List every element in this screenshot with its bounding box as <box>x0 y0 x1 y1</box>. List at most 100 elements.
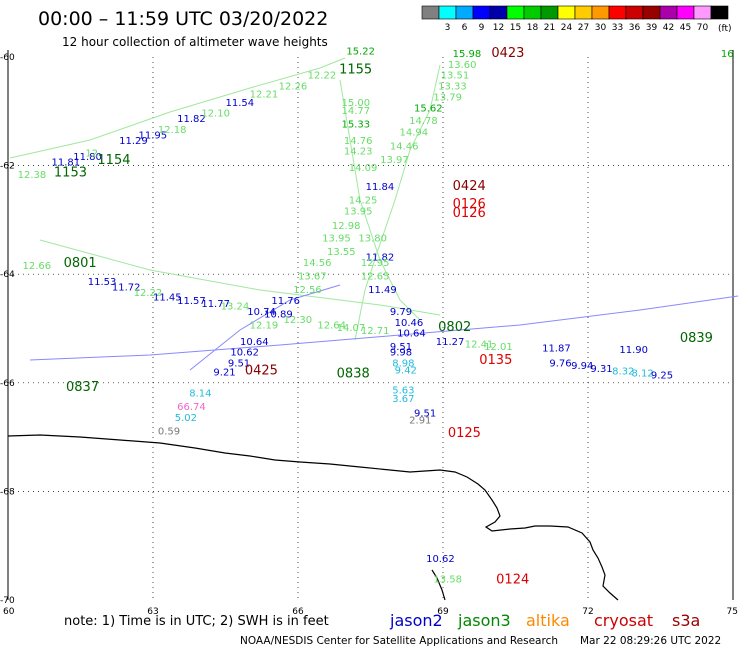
swh-value-label: 9.31 <box>590 364 612 375</box>
swh-value-label: 13.51 <box>441 71 470 82</box>
swh-value-label: 12 <box>85 148 98 159</box>
swh-value-label: 15.00 <box>342 98 371 109</box>
swh-value-label: 10.89 <box>264 310 293 321</box>
swh-value-label: 12.01 <box>484 342 513 353</box>
swh-value-label: 9.42 <box>395 366 417 377</box>
coastline <box>7 434 619 601</box>
swh-value-label: 10.46 <box>395 318 424 329</box>
swh-value-label: 11.57 <box>177 296 206 307</box>
legend-label: 27 <box>578 23 589 33</box>
swh-labels: 12.3811.8111.801211.2911.9512.1811.8212.… <box>18 46 734 585</box>
track-jason3-c <box>339 79 421 321</box>
legend-swatch <box>455 5 474 20</box>
swh-value-label: 9.21 <box>213 368 235 379</box>
pass-time-label: 1154 <box>97 153 130 168</box>
swh-value-label: 13.67 <box>298 272 327 283</box>
pass-time-label: 0424 <box>453 179 486 194</box>
swh-value-label: 9.79 <box>390 307 412 318</box>
legend-label: 3 <box>445 23 451 33</box>
pass-time-label: 1153 <box>54 165 87 180</box>
swh-value-label: 12.64 <box>317 321 346 332</box>
swh-value-label: 13.60 <box>448 60 477 71</box>
legend-swatch <box>642 5 661 20</box>
swh-value-label: 11.82 <box>177 114 206 125</box>
track-jason2-a <box>29 295 739 361</box>
legend-swatch <box>489 5 508 20</box>
swh-value-label: 11.80 <box>73 152 102 163</box>
footer-note: note: 1) Time is in UTC; 2) SWH is in fe… <box>64 614 329 629</box>
legend-swatch <box>710 5 729 20</box>
swh-value-label: 66.74 <box>177 402 206 413</box>
swh-value-label: 14.07 <box>337 323 366 334</box>
swh-value-label: 9.51 <box>414 408 436 419</box>
swh-value-label: 15.33 <box>342 120 371 131</box>
swh-value-label: 11.87 <box>542 343 571 354</box>
swh-value-label: 13.80 <box>358 234 387 245</box>
swh-value-label: 11.53 <box>88 277 117 288</box>
legend-swatch <box>625 5 644 20</box>
swh-value-label: 11.77 <box>201 299 230 310</box>
coastline-inlet <box>431 569 446 601</box>
swh-value-label: 11.49 <box>368 285 397 296</box>
swh-value-label: 14.78 <box>409 116 438 127</box>
map-frame <box>7 50 734 600</box>
legend-swatch <box>472 5 491 20</box>
pass-time-label: 0126 <box>453 197 486 212</box>
lon-label: 72 <box>582 607 593 617</box>
swh-value-label: 2.91 <box>409 416 431 427</box>
swh-value-label: 15.62 <box>414 103 443 114</box>
swh-value-label: 5.63 <box>392 386 414 397</box>
swh-value-label: 10.64 <box>397 329 426 340</box>
swh-value-label: 8.12 <box>632 368 654 379</box>
track-jason3-d <box>39 239 441 316</box>
satellite-name: altika <box>526 611 570 630</box>
legend-label: 30 <box>595 23 607 33</box>
legend-swatch <box>574 5 593 20</box>
pass-time-label: 0838 <box>337 366 370 381</box>
swh-value-label: 13.97 <box>380 155 409 166</box>
legend-swatch <box>659 5 678 20</box>
lat-label: -66 <box>0 379 15 389</box>
swh-value-label: 12.22 <box>134 288 163 299</box>
legend-swatch <box>676 5 695 20</box>
swh-value-label: 15.98 <box>453 49 482 60</box>
legend-label: 15 <box>510 23 521 33</box>
swh-value-label: 12.41 <box>465 340 494 351</box>
legend-unit: (ft) <box>718 24 732 34</box>
swh-value-label: 11.82 <box>366 253 395 264</box>
track-jason3-a <box>9 57 346 159</box>
swh-value-label: 9.76 <box>549 359 571 370</box>
lat-label: -64 <box>0 270 15 280</box>
swh-value-label: 12.22 <box>308 71 337 82</box>
swh-value-label: 14.46 <box>390 141 419 152</box>
satellite-name: jason3 <box>457 611 511 630</box>
pass-time-label: 0425 <box>245 364 278 379</box>
legend-label: 24 <box>561 23 573 33</box>
swh-value-label: 10.74 <box>247 307 276 318</box>
pass-time-label: 0423 <box>491 46 524 61</box>
swh-value-label: 12.18 <box>158 125 187 136</box>
legend-swatch <box>523 5 542 20</box>
swh-value-label: 5.02 <box>175 413 197 424</box>
map-subtitle: 12 hour collection of altimeter wave hei… <box>62 35 328 49</box>
legend-label: 33 <box>612 23 623 33</box>
swh-value-label: 9.51 <box>228 359 250 370</box>
satellite-legend: jason2 jason3 altika cryosat s3a <box>389 611 700 630</box>
swh-value-label: 10.62 <box>230 348 259 359</box>
lat-label: -60 <box>0 53 15 63</box>
swh-value-label: 13.33 <box>438 82 467 93</box>
swh-value-label: 16 <box>721 49 734 60</box>
lon-label: 63 <box>147 607 158 617</box>
swh-value-label: 8.32 <box>612 367 634 378</box>
lon-label: 66 <box>292 607 304 617</box>
satellite-name: jason2 <box>389 611 443 630</box>
legend-label: 9 <box>479 23 485 33</box>
pass-time-label: 1155 <box>339 62 372 77</box>
legend-swatch <box>506 5 525 20</box>
legend-swatch <box>438 5 457 20</box>
swh-value-label: 13.79 <box>433 92 462 103</box>
satellite-tracks <box>9 57 739 371</box>
lat-lon-grid <box>8 57 733 600</box>
